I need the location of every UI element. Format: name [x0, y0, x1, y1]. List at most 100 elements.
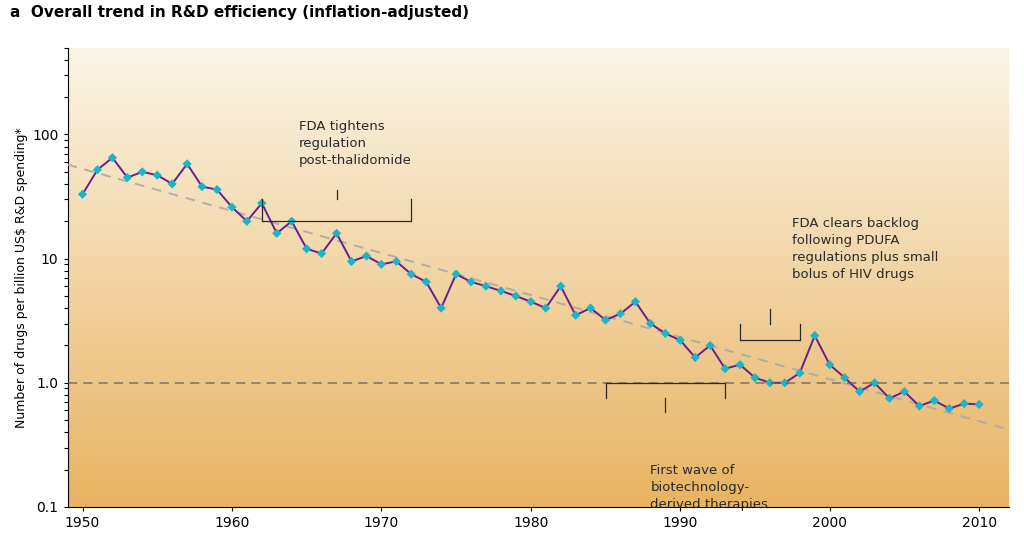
Bar: [68, 72, 1009, 74]
Bar: [68, 489, 1009, 490]
Bar: [68, 498, 1009, 499]
Bar: [68, 429, 1009, 431]
Bar: [68, 376, 1009, 377]
Bar: [68, 401, 1009, 403]
Bar: [68, 211, 1009, 213]
Point: [463, 277, 479, 286]
Bar: [68, 287, 1009, 288]
Point: [298, 245, 314, 253]
Bar: [68, 425, 1009, 426]
Bar: [68, 317, 1009, 319]
Bar: [68, 416, 1009, 418]
Bar: [68, 153, 1009, 155]
Bar: [68, 328, 1009, 329]
Bar: [68, 342, 1009, 343]
Point: [134, 167, 151, 176]
Bar: [68, 480, 1009, 481]
Point: [971, 400, 987, 409]
Bar: [68, 160, 1009, 161]
Bar: [68, 251, 1009, 253]
Bar: [68, 464, 1009, 465]
Y-axis label: Number of drugs per billion US$ R&D spending*: Number of drugs per billion US$ R&D spen…: [15, 127, 28, 428]
Bar: [68, 302, 1009, 304]
Bar: [68, 332, 1009, 334]
Bar: [68, 344, 1009, 346]
Point: [522, 298, 539, 306]
Bar: [68, 264, 1009, 265]
Bar: [68, 297, 1009, 299]
Bar: [68, 60, 1009, 62]
Bar: [68, 96, 1009, 98]
Bar: [68, 267, 1009, 268]
Bar: [68, 355, 1009, 357]
Bar: [68, 172, 1009, 173]
Bar: [68, 216, 1009, 217]
Bar: [68, 387, 1009, 389]
Point: [628, 298, 644, 306]
Bar: [68, 236, 1009, 238]
Bar: [68, 299, 1009, 300]
Bar: [68, 213, 1009, 215]
Bar: [68, 52, 1009, 54]
Bar: [68, 343, 1009, 344]
Bar: [68, 441, 1009, 443]
Point: [358, 252, 375, 261]
Bar: [68, 329, 1009, 331]
Text: FDA tightens
regulation
post-thalidomide: FDA tightens regulation post-thalidomide: [299, 120, 412, 167]
Bar: [68, 129, 1009, 130]
Bar: [68, 103, 1009, 104]
Bar: [68, 271, 1009, 272]
Point: [866, 378, 883, 387]
Bar: [68, 504, 1009, 505]
Bar: [68, 100, 1009, 101]
Bar: [68, 353, 1009, 354]
Bar: [68, 184, 1009, 185]
Bar: [68, 205, 1009, 207]
Bar: [68, 304, 1009, 305]
Bar: [68, 83, 1009, 84]
Point: [538, 304, 554, 312]
Bar: [68, 242, 1009, 244]
Bar: [68, 244, 1009, 245]
Bar: [68, 121, 1009, 123]
Bar: [68, 138, 1009, 140]
Bar: [68, 320, 1009, 322]
Bar: [68, 496, 1009, 498]
Point: [75, 190, 91, 198]
Bar: [68, 74, 1009, 75]
Bar: [68, 437, 1009, 438]
Bar: [68, 348, 1009, 349]
Bar: [68, 435, 1009, 437]
Bar: [68, 221, 1009, 222]
Bar: [68, 111, 1009, 112]
Bar: [68, 380, 1009, 381]
Bar: [68, 452, 1009, 453]
Bar: [68, 414, 1009, 415]
Bar: [68, 215, 1009, 216]
Bar: [68, 361, 1009, 363]
Text: First wave of
biotechnology-
derived therapies: First wave of biotechnology- derived the…: [650, 464, 768, 511]
Bar: [68, 294, 1009, 296]
Bar: [68, 69, 1009, 71]
Bar: [68, 238, 1009, 239]
Point: [239, 217, 255, 226]
Bar: [68, 410, 1009, 412]
Bar: [68, 152, 1009, 153]
Bar: [68, 181, 1009, 183]
Point: [329, 229, 345, 238]
Bar: [68, 296, 1009, 297]
Bar: [68, 444, 1009, 446]
Bar: [68, 391, 1009, 392]
Bar: [68, 123, 1009, 124]
Bar: [68, 455, 1009, 457]
Bar: [68, 484, 1009, 486]
Bar: [68, 261, 1009, 262]
Bar: [68, 202, 1009, 204]
Bar: [68, 230, 1009, 232]
Bar: [68, 155, 1009, 156]
Point: [911, 402, 928, 410]
Bar: [68, 349, 1009, 351]
Bar: [68, 473, 1009, 475]
Bar: [68, 249, 1009, 250]
Bar: [68, 128, 1009, 129]
